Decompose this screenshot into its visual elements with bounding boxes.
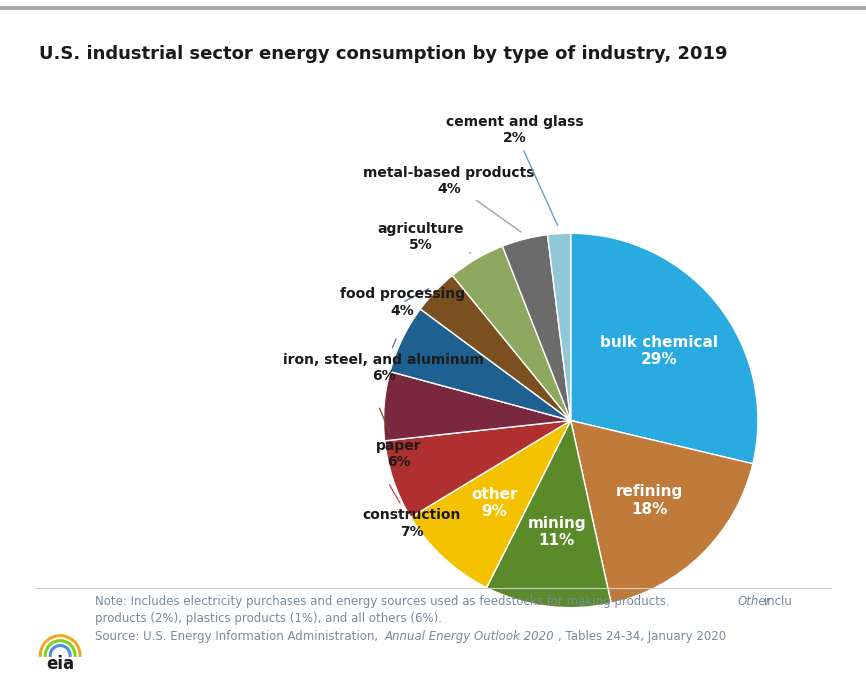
Wedge shape bbox=[390, 309, 571, 420]
Text: refining
18%: refining 18% bbox=[616, 484, 683, 516]
Text: other
9%: other 9% bbox=[471, 487, 518, 519]
Wedge shape bbox=[385, 420, 571, 517]
Wedge shape bbox=[547, 233, 571, 420]
Wedge shape bbox=[410, 420, 571, 587]
Wedge shape bbox=[571, 420, 753, 603]
Text: inclu: inclu bbox=[760, 595, 792, 608]
Wedge shape bbox=[384, 372, 571, 441]
Text: Note: Includes electricity purchases and energy sources used as feedstocks for m: Note: Includes electricity purchases and… bbox=[95, 595, 674, 608]
Text: metal-based products
4%: metal-based products 4% bbox=[364, 166, 535, 232]
Wedge shape bbox=[487, 420, 611, 608]
Text: , Tables 24-34, January 2020: , Tables 24-34, January 2020 bbox=[558, 630, 726, 643]
Text: food processing
4%: food processing 4% bbox=[339, 287, 465, 317]
Wedge shape bbox=[571, 233, 758, 464]
Text: paper
6%: paper 6% bbox=[376, 408, 422, 469]
Text: products (2%), plastics products (1%), and all others (6%).: products (2%), plastics products (1%), a… bbox=[95, 612, 443, 626]
Text: Other: Other bbox=[738, 595, 772, 608]
Text: mining
11%: mining 11% bbox=[527, 516, 586, 548]
Text: iron, steel, and aluminum
6%: iron, steel, and aluminum 6% bbox=[283, 339, 484, 383]
Text: Source: U.S. Energy Information Administration,: Source: U.S. Energy Information Administ… bbox=[95, 630, 382, 643]
Text: Annual Energy Outlook 2020: Annual Energy Outlook 2020 bbox=[385, 630, 554, 643]
Wedge shape bbox=[452, 246, 571, 420]
Text: cement and glass
2%: cement and glass 2% bbox=[446, 116, 584, 226]
Text: construction
7%: construction 7% bbox=[363, 484, 461, 539]
Text: eia: eia bbox=[46, 656, 74, 673]
Text: bulk chemical
29%: bulk chemical 29% bbox=[600, 335, 718, 367]
Text: agriculture
5%: agriculture 5% bbox=[378, 222, 471, 253]
Wedge shape bbox=[502, 235, 571, 420]
Wedge shape bbox=[420, 276, 571, 420]
Text: U.S. industrial sector energy consumption by type of industry, 2019: U.S. industrial sector energy consumptio… bbox=[39, 45, 727, 63]
